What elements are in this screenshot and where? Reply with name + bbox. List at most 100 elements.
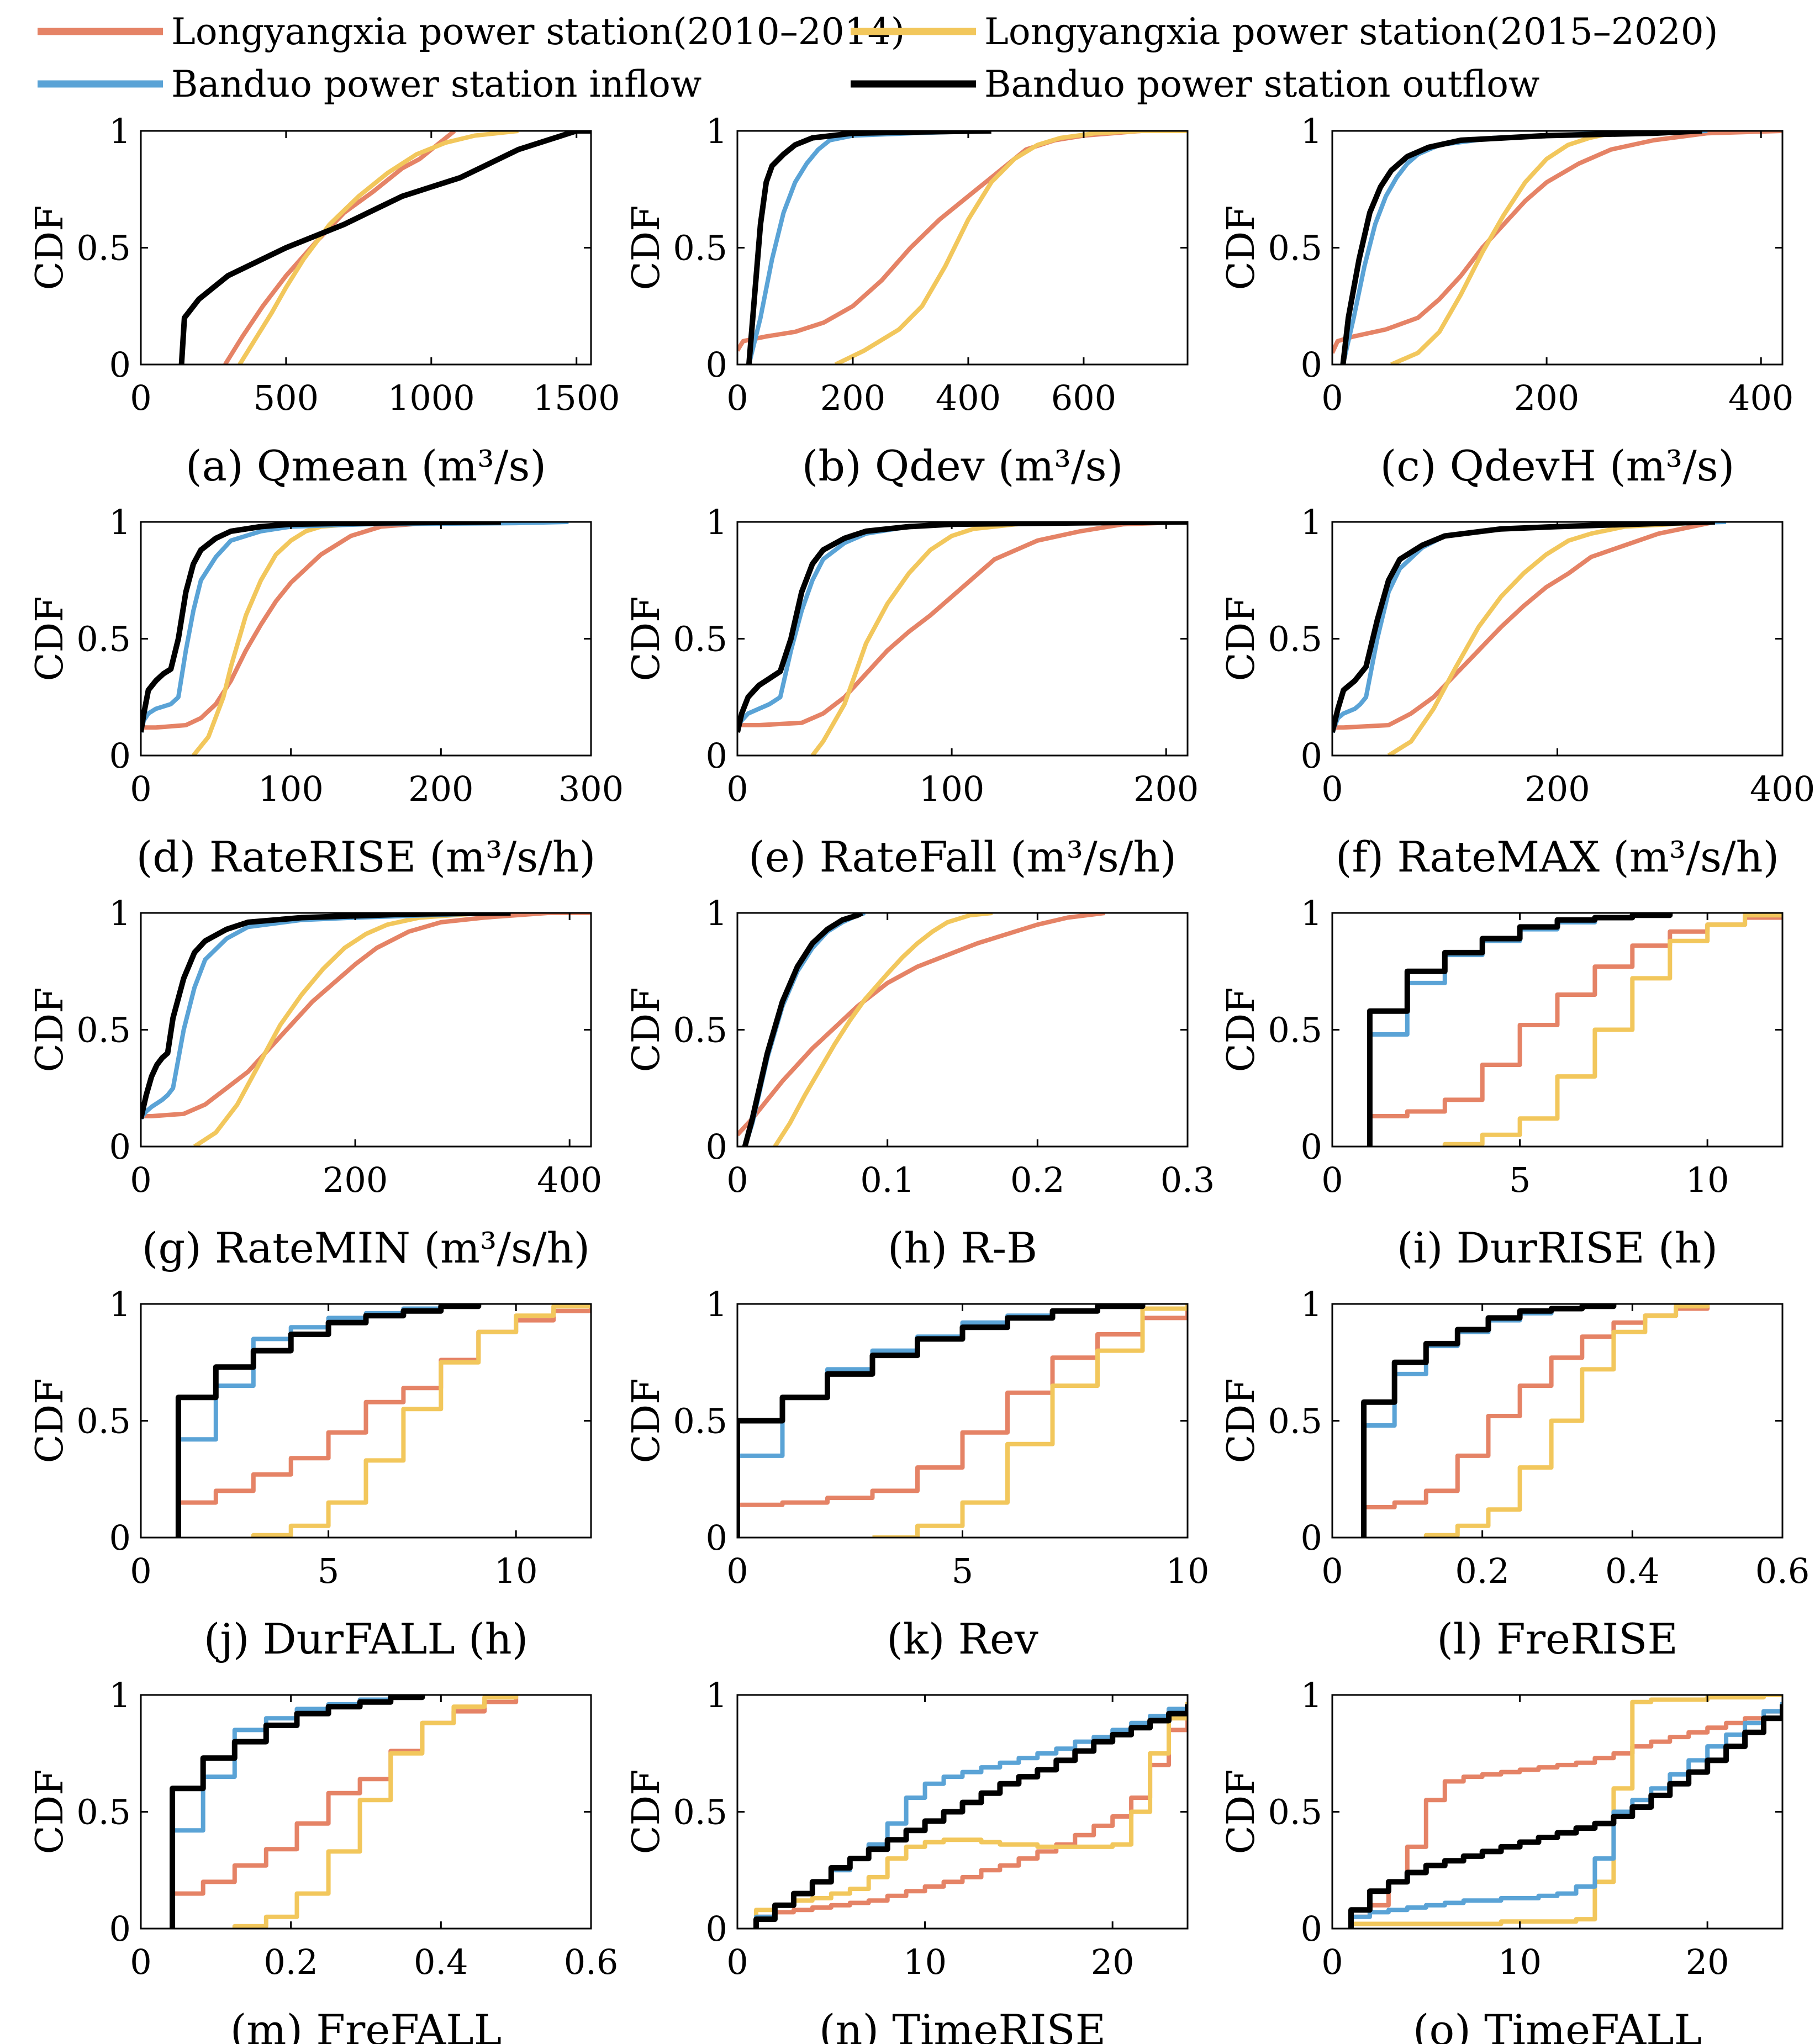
panel-k-line-longyangxia-power-station-2010-2014 (737, 1304, 1188, 1538)
panel-b: 0 200 400 600 0 0.5 1 CDF (b) Qdev (m³/s) (625, 111, 1189, 490)
panel-b-xtick-label: 400 (936, 378, 1001, 418)
panel-f-caption: (f) RateMAX (m³/s/h) (1336, 832, 1779, 881)
panel-e-ylabel: CDF (625, 596, 668, 682)
panel-a-ytick-label: 0 (109, 345, 131, 385)
panel-b-xtick-label: 0 (726, 378, 748, 418)
panel-d-axes-box (140, 521, 592, 757)
panel-o-ylabel: CDF (1220, 1770, 1263, 1855)
panel-e-line-banduo-power-station-inflow (737, 522, 1188, 729)
panel-l-ytick-label: 0.5 (1268, 1401, 1322, 1441)
panel-m-caption: (m) FreFALL (230, 2005, 502, 2044)
panel-g-line-longyangxia-power-station-2015-2020 (193, 913, 484, 1147)
panel-h-line-longyangxia-power-station-2015-2020 (773, 913, 993, 1147)
panel-d-line-banduo-power-station-outflow (141, 522, 502, 733)
panel-o-ytick-label: 0 (1301, 1909, 1322, 1949)
panel-g-xtick-label: 0 (130, 1160, 151, 1200)
panel-f-ylabel: CDF (1220, 596, 1263, 682)
panel-b-ytick-label: 1 (706, 111, 727, 151)
panel-l-xtick-label: 0 (1321, 1551, 1343, 1591)
panel-m-line-longyangxia-power-station-2015-2020 (232, 1695, 519, 1929)
panel-l: 0 0.2 0.4 0.6 0 0.5 1 CDF (l) FreRISE (1220, 1284, 1810, 1663)
panel-n-line-banduo-power-station-outflow (753, 1704, 1188, 1929)
panel-l-series (1361, 1304, 1710, 1538)
panel-c: 0 200 400 0 0.5 1 CDF (c) QdevH (m³/s) (1220, 111, 1793, 490)
panel-h-xtick-label: 0.1 (860, 1160, 915, 1200)
panel-j-ylabel: CDF (28, 1378, 72, 1464)
panel-m-xtick-label: 0.4 (414, 1942, 468, 1982)
panel-i-ylabel: CDF (1220, 987, 1263, 1073)
panel-k-ytick-label: 0 (706, 1518, 727, 1558)
panel-i-xtick-label: 0 (1321, 1160, 1343, 1200)
panel-f-xtick-label: 400 (1750, 769, 1815, 809)
panel-h-series (737, 913, 1106, 1147)
panel-m-ylabel: CDF (28, 1770, 72, 1855)
panel-h-ytick-label: 0.5 (673, 1010, 727, 1050)
panel-f-ytick-label: 0.5 (1268, 619, 1322, 659)
panel-l-ytick-label: 1 (1301, 1284, 1322, 1324)
panel-e-series (737, 522, 1188, 756)
panel-m-ytick-label: 0 (109, 1909, 131, 1949)
panel-n-xtick-label: 0 (726, 1942, 748, 1982)
panel-g: 0 200 400 0 0.5 1 CDF (g) RateMIN (m³/s/h) (28, 893, 602, 1272)
panel-a-caption: (a) Qmean (m³/s) (186, 441, 546, 490)
panel-l-caption: (l) FreRISE (1437, 1614, 1678, 1663)
panel-f-series (1332, 522, 1727, 756)
panel-h: 0 0.1 0.2 0.3 0 0.5 1 CDF (h) R-B (625, 893, 1215, 1272)
panel-d-ytick-label: 1 (109, 502, 131, 542)
panel-g-series (141, 913, 591, 1147)
panel-a-line-banduo-power-station-inflow (179, 131, 591, 365)
panel-o-xtick-label: 0 (1321, 1942, 1343, 1982)
panel-k: 0 5 10 0 0.5 1 CDF (k) Rev (625, 1284, 1209, 1663)
panel-c-line-longyangxia-power-station-2015-2020 (1390, 131, 1643, 365)
panel-o-xtick-label: 10 (1498, 1942, 1542, 1982)
panel-c-ylabel: CDF (1220, 205, 1263, 291)
panel-d-xtick-label: 200 (408, 769, 473, 809)
panel-d-xtick-label: 300 (558, 769, 624, 809)
panel-m-ytick-label: 0.5 (76, 1792, 131, 1832)
panel-i-line-banduo-power-station-outflow (1367, 913, 1673, 1147)
panel-b-ylabel: CDF (625, 205, 668, 291)
panel-n-series (753, 1702, 1188, 1929)
panel-a-xtick-label: 1500 (533, 378, 620, 418)
panel-e-ytick-label: 1 (706, 502, 727, 542)
panel-e-caption: (e) RateFall (m³/s/h) (748, 832, 1177, 881)
panel-o-ytick-label: 0.5 (1268, 1792, 1322, 1832)
panel-b-caption: (b) Qdev (m³/s) (802, 441, 1123, 490)
panel-b-line-banduo-power-station-inflow (747, 131, 986, 365)
panel-b-ytick-label: 0 (706, 345, 727, 385)
panel-f-ytick-label: 0 (1301, 736, 1322, 776)
panel-a-ytick-label: 1 (109, 111, 131, 151)
panel-n-ytick-label: 0 (706, 1909, 727, 1949)
panel-c-series (1332, 131, 1782, 365)
panel-j-line-banduo-power-station-outflow (175, 1304, 482, 1538)
panel-f: 0 200 400 0 0.5 1 CDF (f) RateMAX (m³/s/h) (1220, 502, 1815, 881)
panel-m-ytick-label: 1 (109, 1675, 131, 1715)
panel-h-line-longyangxia-power-station-2010-2014 (737, 913, 1106, 1137)
panel-m-axes-box (140, 1694, 592, 1930)
panel-e: 0 100 200 0 0.5 1 CDF (e) RateFall (m³/s/h) (625, 502, 1199, 881)
panel-i-ytick-label: 0.5 (1268, 1010, 1322, 1050)
panel-l-xtick-label: 0.4 (1605, 1551, 1660, 1591)
panel-o-series (1348, 1695, 1782, 1929)
panel-h-xtick-label: 0.3 (1160, 1160, 1215, 1200)
panel-o-caption: (o) TimeFALL (1413, 2005, 1702, 2044)
panel-g-ytick-label: 1 (109, 893, 131, 933)
panel-h-caption: (h) R-B (888, 1223, 1037, 1272)
panel-c-xtick-label: 0 (1321, 378, 1343, 418)
panel-h-xtick-label: 0 (726, 1160, 748, 1200)
panel-e-line-longyangxia-power-station-2010-2014 (737, 522, 1188, 727)
panel-i-ytick-label: 0 (1301, 1127, 1322, 1167)
panel-n: 0 10 20 0 0.5 1 CDF (n) TimeRISE (625, 1675, 1189, 2044)
panel-m-series (170, 1695, 519, 1929)
panel-g-xtick-label: 400 (537, 1160, 602, 1200)
panel-j-ytick-label: 0 (109, 1518, 131, 1558)
panel-e-line-banduo-power-station-outflow (737, 522, 1188, 733)
panel-h-ytick-label: 1 (706, 893, 727, 933)
panel-h-ylabel: CDF (625, 987, 668, 1073)
panel-c-xtick-label: 400 (1728, 378, 1793, 418)
panel-f-line-longyangxia-power-station-2010-2014 (1332, 522, 1716, 730)
panel-m-xtick-label: 0.2 (263, 1942, 318, 1982)
panel-a-series (178, 131, 591, 365)
panel-a-axes-box (140, 130, 592, 366)
